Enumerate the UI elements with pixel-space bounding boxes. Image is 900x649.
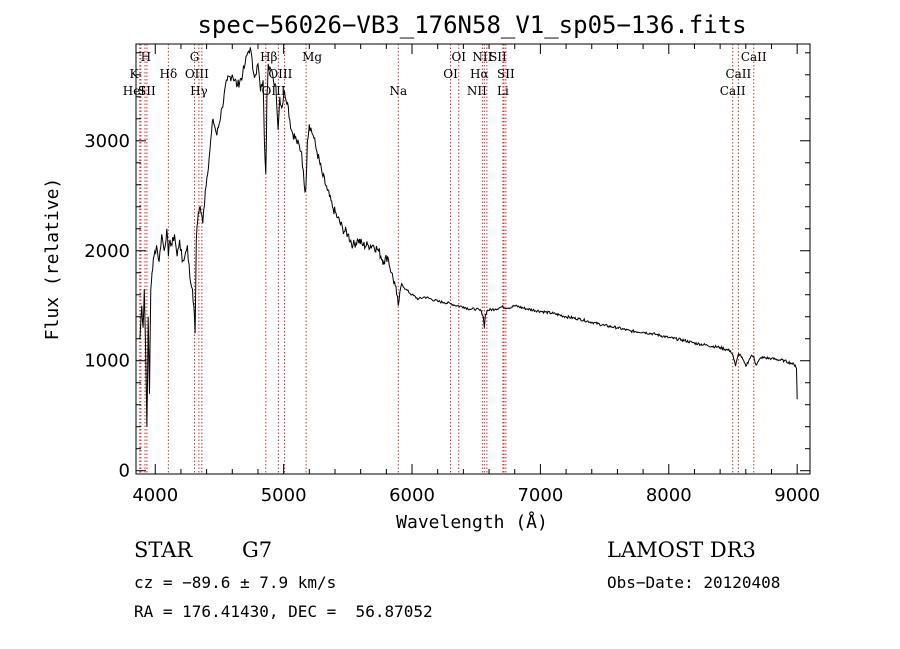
line-label: NII	[467, 84, 487, 98]
y-tick-label: 2000	[84, 241, 130, 262]
line-label: OI	[443, 67, 458, 81]
plot-frame	[135, 43, 811, 475]
line-label: OIII	[262, 84, 286, 98]
subclass: G7	[242, 538, 273, 562]
y-tick-label: 1000	[84, 351, 130, 372]
x-tick-label: 5000	[261, 485, 307, 506]
line-label: G	[190, 50, 200, 64]
line-label: Hγ	[190, 84, 208, 98]
line-label: OIII	[268, 67, 292, 81]
line-label: OIII	[185, 67, 209, 81]
survey-name: LAMOST DR3	[607, 538, 756, 562]
line-label: Hβ	[260, 50, 277, 64]
line-label: Hδ	[160, 67, 178, 81]
line-label: SII	[497, 67, 515, 81]
line-label: CaII	[741, 50, 767, 64]
line-label: OI	[451, 50, 466, 64]
line-label: NII	[472, 50, 492, 64]
x-tick-label: 4000	[132, 485, 178, 506]
line-label: CaII	[720, 84, 746, 98]
x-tick-label: 6000	[389, 485, 435, 506]
line-label: SII	[489, 50, 507, 64]
y-axis-ticks: 0 1000 2000 3000	[84, 52, 810, 482]
y-axis-label: Flux (relative)	[42, 178, 63, 341]
line-label: K	[130, 67, 140, 81]
coordinates: RA = 176.41430, DEC = 56.87052	[134, 602, 433, 621]
line-label: Li	[497, 84, 509, 98]
line-label: CaII	[725, 67, 751, 81]
line-markers	[139, 44, 755, 474]
line-label: Na	[389, 84, 407, 98]
x-tick-label: 8000	[646, 485, 692, 506]
x-axis-label: Wavelength (Å)	[396, 511, 548, 533]
observation-date: Obs−Date: 20120408	[607, 573, 781, 592]
y-tick-label: 3000	[84, 131, 130, 152]
line-label: Hα	[470, 67, 489, 81]
x-axis-ticks: 4000 5000 6000 7000 8000 9000	[132, 44, 820, 506]
object-type: STAR	[134, 538, 193, 562]
y-tick-label: 0	[119, 461, 130, 482]
line-label: H	[141, 50, 151, 64]
chart-title: spec−56026−VB3_176N58_V1_sp05−136.fits	[197, 11, 746, 39]
x-tick-label: 7000	[517, 485, 563, 506]
spectrum-line	[139, 47, 798, 427]
line-label: Mg	[302, 50, 322, 64]
line-label: SII	[138, 84, 156, 98]
x-tick-label: 9000	[774, 485, 820, 506]
redshift-value: cz = −89.6 ± 7.9 km/s	[134, 573, 337, 592]
line-label: HeI	[123, 84, 146, 98]
